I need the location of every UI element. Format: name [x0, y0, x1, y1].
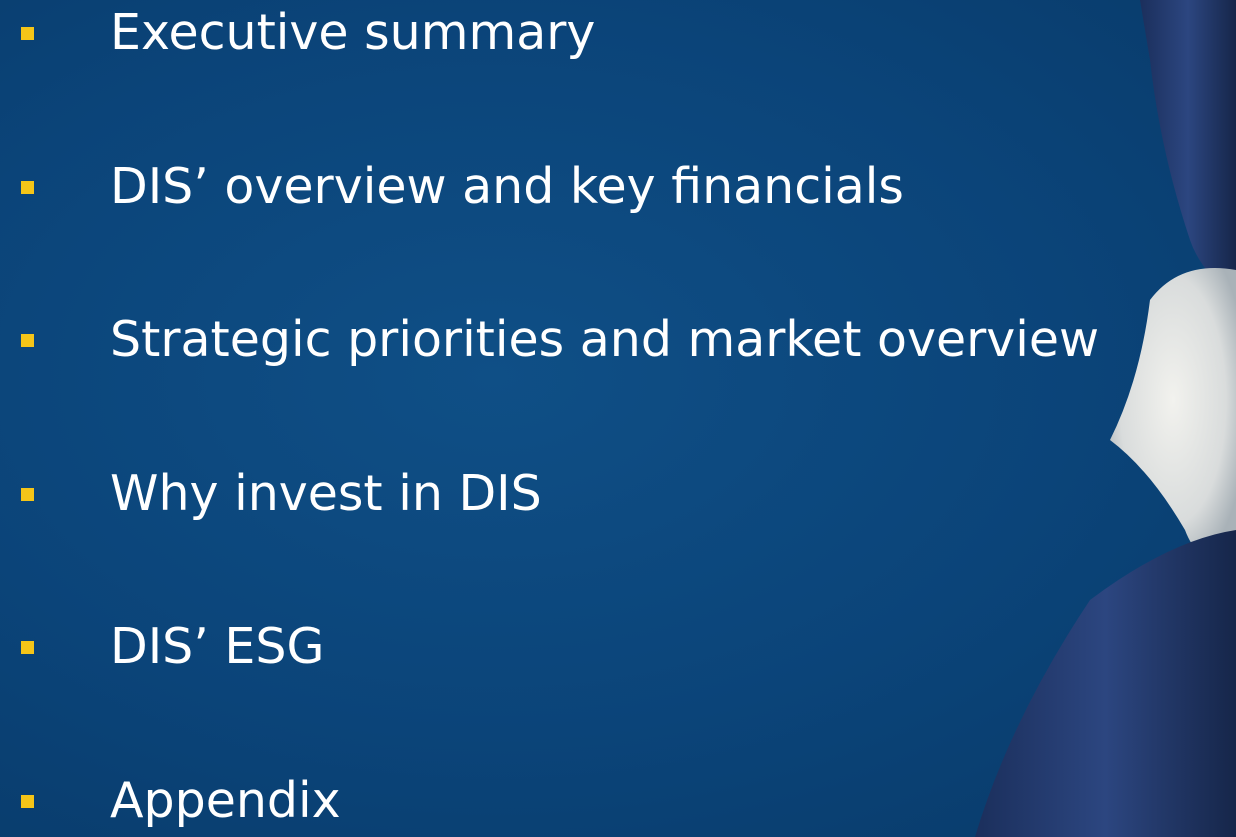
agenda-item: Executive summary	[0, 3, 1236, 63]
agenda-item-text: Why invest in DIS	[110, 464, 542, 524]
agenda-item: Strategic priorities and market overview	[0, 310, 1236, 370]
agenda-item: DIS’ overview and key financials	[0, 157, 1236, 217]
bullet	[21, 181, 34, 194]
bullet	[21, 641, 34, 654]
agenda-item-text: DIS’ ESG	[110, 617, 324, 677]
slide: Executive summary DIS’ overview and key f…	[0, 0, 1236, 837]
agenda-list: Executive summary DIS’ overview and key f…	[0, 0, 1236, 837]
bullet	[21, 488, 34, 501]
agenda-item: DIS’ ESG	[0, 617, 1236, 677]
agenda-item-text: Executive summary	[110, 3, 595, 63]
bullet	[21, 27, 34, 40]
agenda-item: Appendix	[0, 771, 1236, 831]
agenda-item-text: DIS’ overview and key financials	[110, 157, 904, 217]
bullet	[21, 334, 34, 347]
agenda-item-text: Appendix	[110, 771, 341, 831]
agenda-item-text: Strategic priorities and market overview	[110, 310, 1099, 370]
agenda-item: Why invest in DIS	[0, 464, 1236, 524]
bullet	[21, 795, 34, 808]
